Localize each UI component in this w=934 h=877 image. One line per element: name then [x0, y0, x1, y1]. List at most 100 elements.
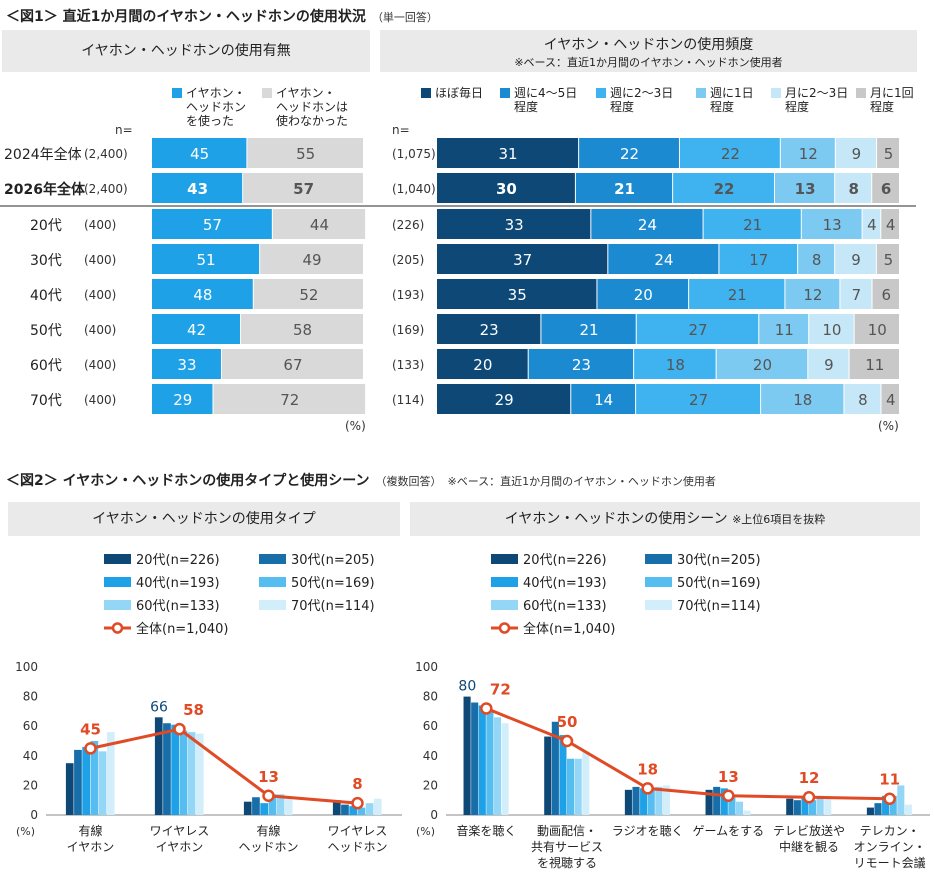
scene-legend-swatch: [645, 577, 672, 587]
scene-xtick: 中継を観る: [779, 839, 839, 854]
scene-total-point: [641, 782, 654, 795]
freq-bar-label: 9: [824, 356, 834, 374]
usage-bar-segment: [272, 209, 366, 239]
type-total-point: [84, 742, 97, 755]
freq-bar-label: 21: [580, 321, 599, 339]
type-bar: [171, 724, 179, 815]
scene-bar: [559, 735, 567, 815]
type-total-label: 13: [258, 768, 279, 786]
legend-swatch-freq-5: [856, 88, 866, 98]
freq-bar-segment: [591, 209, 703, 239]
scene-legend-swatch: [491, 554, 518, 564]
freq-bar-label: 18: [793, 391, 812, 409]
fig1-right-header-title: イヤホン・ヘッドホンの使用頻度: [543, 37, 754, 53]
type-bar: [276, 794, 285, 815]
row-n-right: (193): [392, 288, 424, 302]
legend-swatch-freq-4: [771, 88, 781, 98]
type-xtick: 有線: [256, 823, 280, 838]
legend-label-usage-0: を使った: [186, 113, 234, 128]
freq-bar-label: 29: [495, 391, 514, 409]
type-bar: [349, 806, 357, 815]
scene-bar: [632, 786, 640, 815]
legend-label-freq-2: 程度: [610, 99, 634, 114]
legend-label-freq-1: 週に4～5日: [514, 86, 577, 100]
fig2-title: ＜図2＞ イヤホン・ヘッドホンの使用タイプと使用シーン （複数回答） ※ベース：直近…: [6, 473, 716, 489]
type-legend-marker: [111, 622, 124, 634]
usage-bar-label: 58: [293, 321, 312, 339]
row-label: 2024年全体: [4, 146, 82, 163]
scene-xtick: を視聴する: [537, 855, 597, 870]
freq-bar-label: 20: [753, 356, 772, 374]
freq-bar-label: 37: [513, 251, 532, 269]
freq-bar-segment: [689, 279, 785, 309]
scene-bar: [640, 788, 648, 815]
freq-bar-segment: [835, 173, 872, 203]
legend-label-freq-0: ほぼ毎日: [435, 85, 483, 100]
legend-label-usage-1: イヤホン・: [276, 86, 336, 100]
scene-legend-label: 20代(n=226): [523, 553, 607, 568]
type-legend-label: 20代(n=226): [136, 553, 220, 568]
freq-bar-segment: [785, 279, 840, 309]
pct-unit-right: (%): [878, 419, 899, 433]
freq-bar-label: 17: [749, 251, 768, 269]
legend-swatch-usage-0: [172, 88, 182, 98]
type-bar: [82, 746, 90, 815]
scene-bar: [866, 807, 874, 815]
scene-xtick: 動画配信・: [537, 824, 597, 838]
freq-bar-label: 9: [852, 145, 862, 163]
usage-bar-label: 55: [296, 145, 315, 163]
type-xtick: 有線: [78, 823, 102, 838]
type-legend-swatch: [259, 577, 286, 587]
row-label: 60代: [30, 358, 62, 374]
type-bar: [341, 804, 349, 815]
row-n-right: (226): [392, 218, 424, 232]
scene-bar: [743, 810, 751, 815]
freq-bar-segment: [636, 314, 759, 344]
type-total-line: [90, 727, 358, 805]
usage-bar-label: 51: [197, 251, 216, 269]
freq-bar-label: 4: [886, 391, 896, 409]
type-total-label: 8: [352, 775, 362, 793]
type-legend-swatch: [104, 600, 131, 610]
scene-xtick: オンライン・: [854, 840, 926, 854]
freq-bar-segment: [876, 244, 899, 274]
row-n-left: (400): [84, 358, 116, 372]
fig2-chart: 20代(n=226) 30代(n=205) 40代(n=193) 50代(n=169)…: [15, 553, 930, 870]
usage-bar-segment: [247, 138, 363, 168]
scene-bar: [551, 721, 559, 815]
freq-bar-label: 13: [795, 180, 816, 198]
scene-ytick: 20: [423, 778, 438, 792]
freq-bar-segment: [608, 244, 719, 274]
fig1-note: （単一回答）: [371, 11, 438, 24]
freq-bar-label: 27: [688, 321, 707, 339]
scene-legend-swatch: [491, 600, 518, 610]
freq-bar-segment: [881, 384, 899, 414]
type-legend-swatch: [104, 554, 131, 564]
scene-bar: [728, 797, 736, 815]
freq-bar-segment: [835, 244, 876, 274]
freq-bar-segment: [761, 384, 844, 414]
freq-bar-segment: [881, 209, 899, 239]
type-ytick: 40: [23, 749, 38, 763]
type-bar: [365, 803, 374, 815]
scene-bar: [463, 696, 471, 815]
scene-bar: [705, 789, 713, 815]
usage-bar-segment: [152, 349, 221, 379]
row-label: 2026年全体: [4, 181, 86, 198]
fig1-right-header-sub: ※ベース：直近1か月間のイヤホン・ヘッドホン使用者: [514, 56, 783, 69]
freq-bar-label: 6: [881, 286, 891, 304]
legend-label-freq-4: 月に2～3日: [785, 86, 848, 100]
freq-bar-segment: [437, 138, 579, 168]
row-n-right: (1,075): [392, 147, 436, 161]
scene-total-label: 72: [490, 680, 511, 698]
usage-bar-label: 49: [303, 251, 322, 269]
usage-bar-label: 29: [173, 391, 192, 409]
freq-bar-segment: [673, 173, 774, 203]
type-bar: [163, 723, 171, 815]
scene-xtick: テレビ放送や: [773, 823, 845, 838]
scene-bar: [486, 711, 494, 815]
freq-bar-segment: [437, 173, 575, 203]
scene-total-line: [485, 707, 890, 801]
row-n-left: (400): [84, 288, 116, 302]
type-bar: [284, 797, 293, 815]
